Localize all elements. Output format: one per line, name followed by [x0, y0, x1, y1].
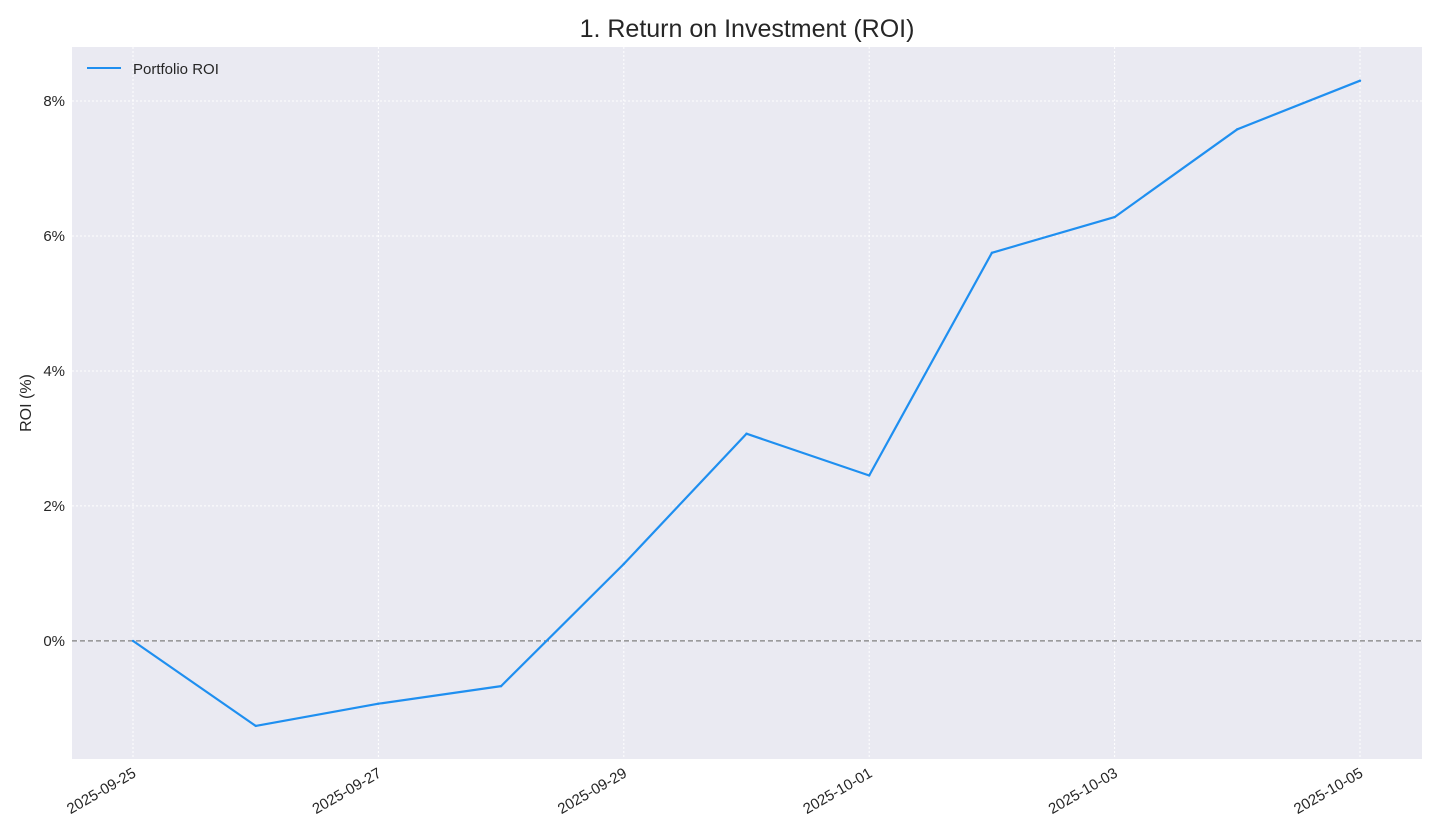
data-point — [745, 432, 748, 435]
x-tick-label: 2025-09-25 — [64, 765, 139, 818]
legend: Portfolio ROI — [87, 61, 219, 78]
data-point — [377, 702, 380, 705]
plot-area — [72, 47, 1422, 759]
data-point — [622, 562, 625, 566]
y-axis-label: ROI (%) — [18, 374, 35, 432]
x-tick-label: 2025-09-27 — [309, 765, 384, 818]
data-point — [1358, 79, 1362, 82]
legend-label: Portfolio ROI — [133, 61, 219, 78]
chart-title: 1. Return on Investment (ROI) — [580, 15, 915, 43]
data-point — [499, 684, 503, 688]
y-tick-label: 4% — [43, 363, 65, 380]
y-tick-label: 6% — [43, 228, 65, 245]
x-tick-label: 2025-10-05 — [1291, 765, 1366, 818]
data-point — [990, 251, 994, 255]
x-tick-label: 2025-10-03 — [1046, 765, 1121, 818]
data-point — [254, 724, 257, 728]
series-group — [131, 79, 1362, 728]
data-point — [131, 639, 135, 643]
data-point — [1236, 128, 1239, 131]
data-point — [868, 474, 871, 477]
x-tick-label: 2025-10-01 — [800, 765, 875, 818]
y-axis-ticks: 0% 2% 4% 6% 8% — [43, 93, 65, 650]
y-tick-label: 0% — [43, 633, 65, 650]
x-tick-label: 2025-09-29 — [555, 765, 630, 818]
y-tick-label: 8% — [43, 93, 65, 110]
data-point — [1113, 215, 1116, 219]
y-tick-label: 2% — [43, 498, 65, 515]
x-axis-ticks: 2025-09-25 2025-09-27 2025-09-29 2025-10-01… — [64, 765, 1366, 818]
